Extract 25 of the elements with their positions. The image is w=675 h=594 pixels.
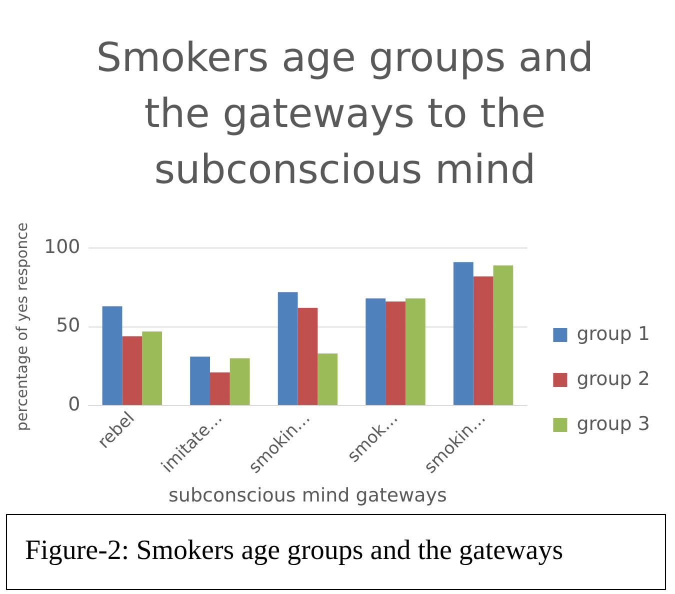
bar xyxy=(278,292,298,406)
text: Figure-2: Smokers age groups and the gateways xyxy=(6,514,666,590)
bar xyxy=(453,262,474,406)
bar xyxy=(366,298,386,406)
x-axis-title: subconscious mind gateways xyxy=(168,484,447,507)
y-tick-label: 0 xyxy=(68,393,80,416)
legend-label: group 2 xyxy=(576,368,650,390)
bar xyxy=(210,372,230,406)
y-tick-label: 100 xyxy=(44,236,80,258)
bar xyxy=(473,276,494,406)
bar xyxy=(190,356,210,406)
bar xyxy=(122,336,142,406)
bar xyxy=(102,306,122,406)
bar xyxy=(230,358,250,406)
bar xyxy=(142,331,162,406)
bar xyxy=(298,308,318,406)
legend-label: group 3 xyxy=(576,412,650,435)
bar xyxy=(405,298,426,406)
bar xyxy=(386,302,406,406)
legend-label: group 1 xyxy=(576,322,650,345)
bar xyxy=(493,265,514,406)
chart-title: Smokers age groups and the gateways to the subconscious mind xyxy=(95,34,595,195)
y-tick-label: 50 xyxy=(56,314,80,337)
y-axis-title: percentage of yes responce xyxy=(12,222,31,432)
bar xyxy=(318,354,338,406)
